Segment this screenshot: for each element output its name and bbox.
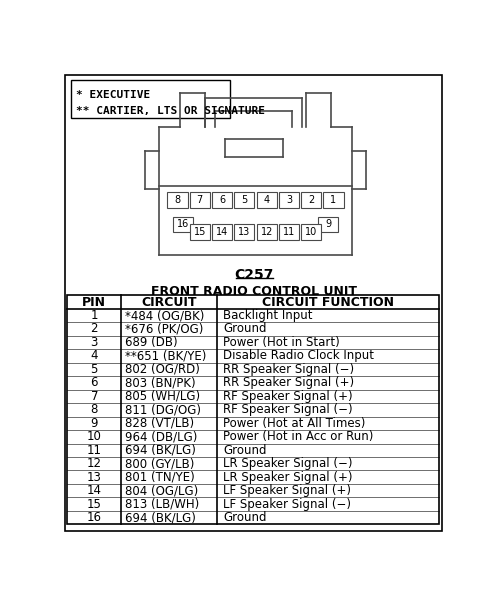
Text: RR Speaker Signal (+): RR Speaker Signal (+) <box>223 376 354 389</box>
Text: RF Speaker Signal (−): RF Speaker Signal (−) <box>223 403 353 416</box>
Bar <box>67 295 439 524</box>
Text: 4: 4 <box>90 349 98 362</box>
Text: CIRCUIT FUNCTION: CIRCUIT FUNCTION <box>262 296 394 308</box>
Bar <box>190 224 210 240</box>
Text: 689 (DB): 689 (DB) <box>125 336 178 349</box>
Text: 828 (VT/LB): 828 (VT/LB) <box>125 417 195 430</box>
Text: 801 (TN/YE): 801 (TN/YE) <box>125 471 195 484</box>
Text: 13: 13 <box>238 227 250 237</box>
Text: 15: 15 <box>87 497 102 511</box>
Bar <box>301 192 321 208</box>
Text: 8: 8 <box>174 195 181 205</box>
Text: 694 (BK/LG): 694 (BK/LG) <box>125 444 196 457</box>
Text: 9: 9 <box>325 220 331 229</box>
Bar <box>318 217 338 232</box>
Text: 802 (OG/RD): 802 (OG/RD) <box>125 363 200 376</box>
Text: 805 (WH/LG): 805 (WH/LG) <box>125 390 201 403</box>
Text: Ground: Ground <box>223 444 266 457</box>
Bar <box>172 217 193 232</box>
Text: LF Speaker Signal (−): LF Speaker Signal (−) <box>223 497 351 511</box>
Text: 16: 16 <box>87 511 102 524</box>
Text: RR Speaker Signal (−): RR Speaker Signal (−) <box>223 363 354 376</box>
Text: 10: 10 <box>305 227 317 237</box>
Text: 813 (LB/WH): 813 (LB/WH) <box>125 497 200 511</box>
Bar <box>234 224 254 240</box>
Text: 3: 3 <box>286 195 292 205</box>
Text: 3: 3 <box>90 336 98 349</box>
Bar <box>71 80 230 118</box>
Text: 12: 12 <box>260 227 273 237</box>
Text: **651 (BK/YE): **651 (BK/YE) <box>125 349 206 362</box>
Text: 10: 10 <box>87 430 102 443</box>
Text: 800 (GY/LB): 800 (GY/LB) <box>125 457 195 470</box>
Text: 5: 5 <box>90 363 98 376</box>
Text: Disable Radio Clock Input: Disable Radio Clock Input <box>223 349 374 362</box>
Bar <box>190 192 210 208</box>
Text: 803 (BN/PK): 803 (BN/PK) <box>125 376 196 389</box>
Text: 14: 14 <box>87 484 102 497</box>
Text: C257: C257 <box>234 268 274 281</box>
Bar <box>167 192 188 208</box>
Bar <box>212 192 232 208</box>
Text: RF Speaker Signal (+): RF Speaker Signal (+) <box>223 390 353 403</box>
Text: ** CARTIER, LTS OR SIGNATURE: ** CARTIER, LTS OR SIGNATURE <box>77 106 265 116</box>
Text: Ground: Ground <box>223 511 266 524</box>
Text: Power (Hot in Acc or Run): Power (Hot in Acc or Run) <box>223 430 373 443</box>
Text: 8: 8 <box>90 403 98 416</box>
Text: 14: 14 <box>216 227 228 237</box>
Text: FRONT RADIO CONTROL UNIT: FRONT RADIO CONTROL UNIT <box>151 284 357 298</box>
Text: 6: 6 <box>90 376 98 389</box>
Text: 5: 5 <box>241 195 247 205</box>
Bar <box>324 192 343 208</box>
Text: 11: 11 <box>87 444 102 457</box>
Text: 15: 15 <box>194 227 206 237</box>
Text: *676 (PK/OG): *676 (PK/OG) <box>125 322 204 335</box>
Text: 1: 1 <box>330 195 336 205</box>
Bar <box>279 224 299 240</box>
Text: 964 (DB/LG): 964 (DB/LG) <box>125 430 198 443</box>
Bar <box>279 192 299 208</box>
Text: 7: 7 <box>197 195 203 205</box>
Text: 7: 7 <box>90 390 98 403</box>
Text: 13: 13 <box>87 471 102 484</box>
Text: 16: 16 <box>176 220 189 229</box>
Bar <box>256 224 277 240</box>
Text: 811 (DG/OG): 811 (DG/OG) <box>125 403 201 416</box>
Text: 9: 9 <box>90 417 98 430</box>
Text: 11: 11 <box>283 227 295 237</box>
Text: * EXECUTIVE: * EXECUTIVE <box>77 91 151 100</box>
Text: Backlight Input: Backlight Input <box>223 309 312 322</box>
Bar <box>159 127 352 255</box>
Bar <box>212 224 232 240</box>
Text: PIN: PIN <box>82 296 106 308</box>
Text: 12: 12 <box>87 457 102 470</box>
Bar <box>301 224 321 240</box>
Bar <box>256 192 277 208</box>
Bar <box>234 192 254 208</box>
Text: 804 (OG/LG): 804 (OG/LG) <box>125 484 199 497</box>
Text: Power (Hot at All Times): Power (Hot at All Times) <box>223 417 366 430</box>
Text: *484 (OG/BK): *484 (OG/BK) <box>125 309 205 322</box>
Text: 694 (BK/LG): 694 (BK/LG) <box>125 511 196 524</box>
Text: CIRCUIT: CIRCUIT <box>141 296 197 308</box>
Text: 1: 1 <box>90 309 98 322</box>
Text: 2: 2 <box>90 322 98 335</box>
Text: Power (Hot in Start): Power (Hot in Start) <box>223 336 340 349</box>
Text: 6: 6 <box>219 195 225 205</box>
Text: Ground: Ground <box>223 322 266 335</box>
Text: LR Speaker Signal (+): LR Speaker Signal (+) <box>223 471 352 484</box>
Text: 2: 2 <box>308 195 314 205</box>
Text: LF Speaker Signal (+): LF Speaker Signal (+) <box>223 484 351 497</box>
Text: 4: 4 <box>264 195 270 205</box>
Text: LR Speaker Signal (−): LR Speaker Signal (−) <box>223 457 352 470</box>
